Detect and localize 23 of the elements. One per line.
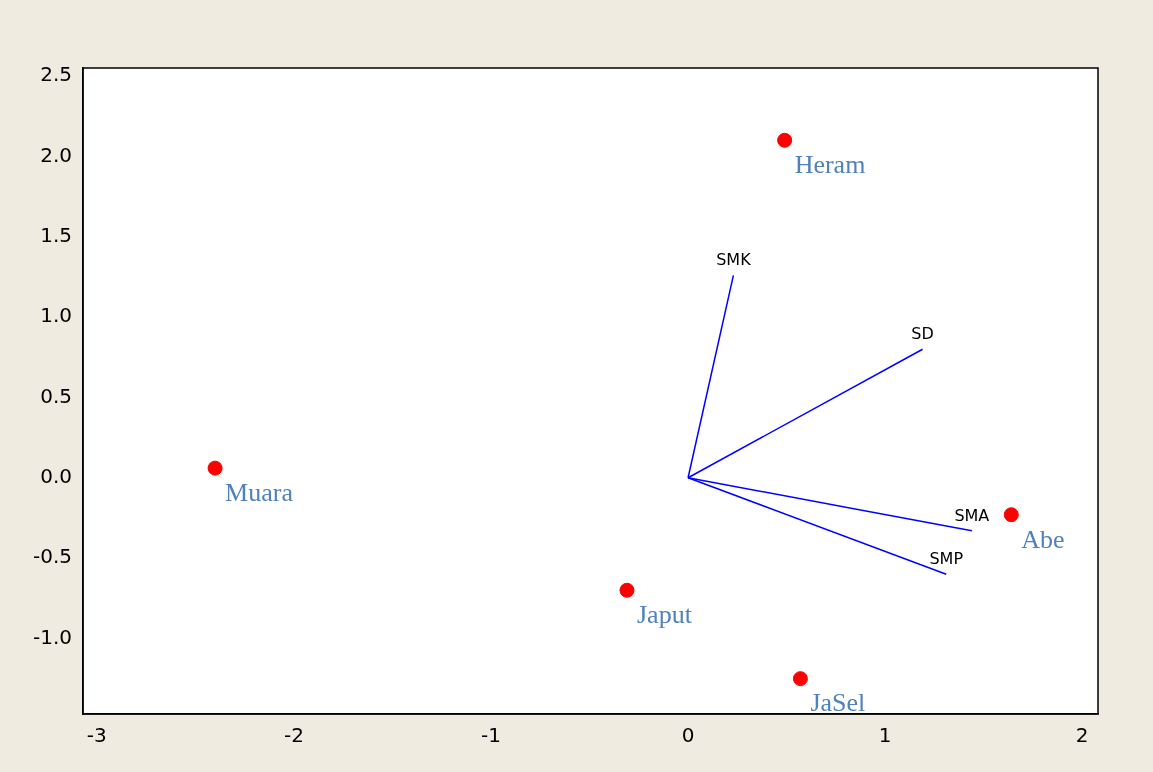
x-tick-label: -2 xyxy=(283,723,304,748)
annotation: Heram xyxy=(794,150,866,180)
x-tick-label: 1 xyxy=(878,723,892,748)
y-tick-label: -0.5 xyxy=(32,544,73,569)
annotation: Muara xyxy=(225,477,294,507)
x-tick-label: -3 xyxy=(86,723,107,748)
series-label: SMP xyxy=(929,549,964,569)
y-tick-label: 2.0 xyxy=(40,142,73,167)
series-label: SMK xyxy=(716,250,752,270)
y-tick-label: 2.5 xyxy=(40,62,73,87)
y-tick-label: 0.5 xyxy=(40,383,73,408)
y-tick-label: 1.0 xyxy=(40,303,73,328)
series-label: SD xyxy=(911,324,934,344)
x-tick-label: -1 xyxy=(481,723,501,748)
x-tick-label: 0 xyxy=(681,723,695,748)
annotation: Japut xyxy=(636,600,693,630)
annotation: JaSel xyxy=(810,688,866,718)
series-label: SMA xyxy=(954,505,990,525)
y-tick-label: -1.0 xyxy=(32,624,73,649)
x-tick-label: 2 xyxy=(1075,723,1089,748)
y-tick-label: 1.5 xyxy=(40,222,73,247)
y-tick-label: 0.0 xyxy=(40,463,73,488)
annotation: Abe xyxy=(1021,524,1065,554)
